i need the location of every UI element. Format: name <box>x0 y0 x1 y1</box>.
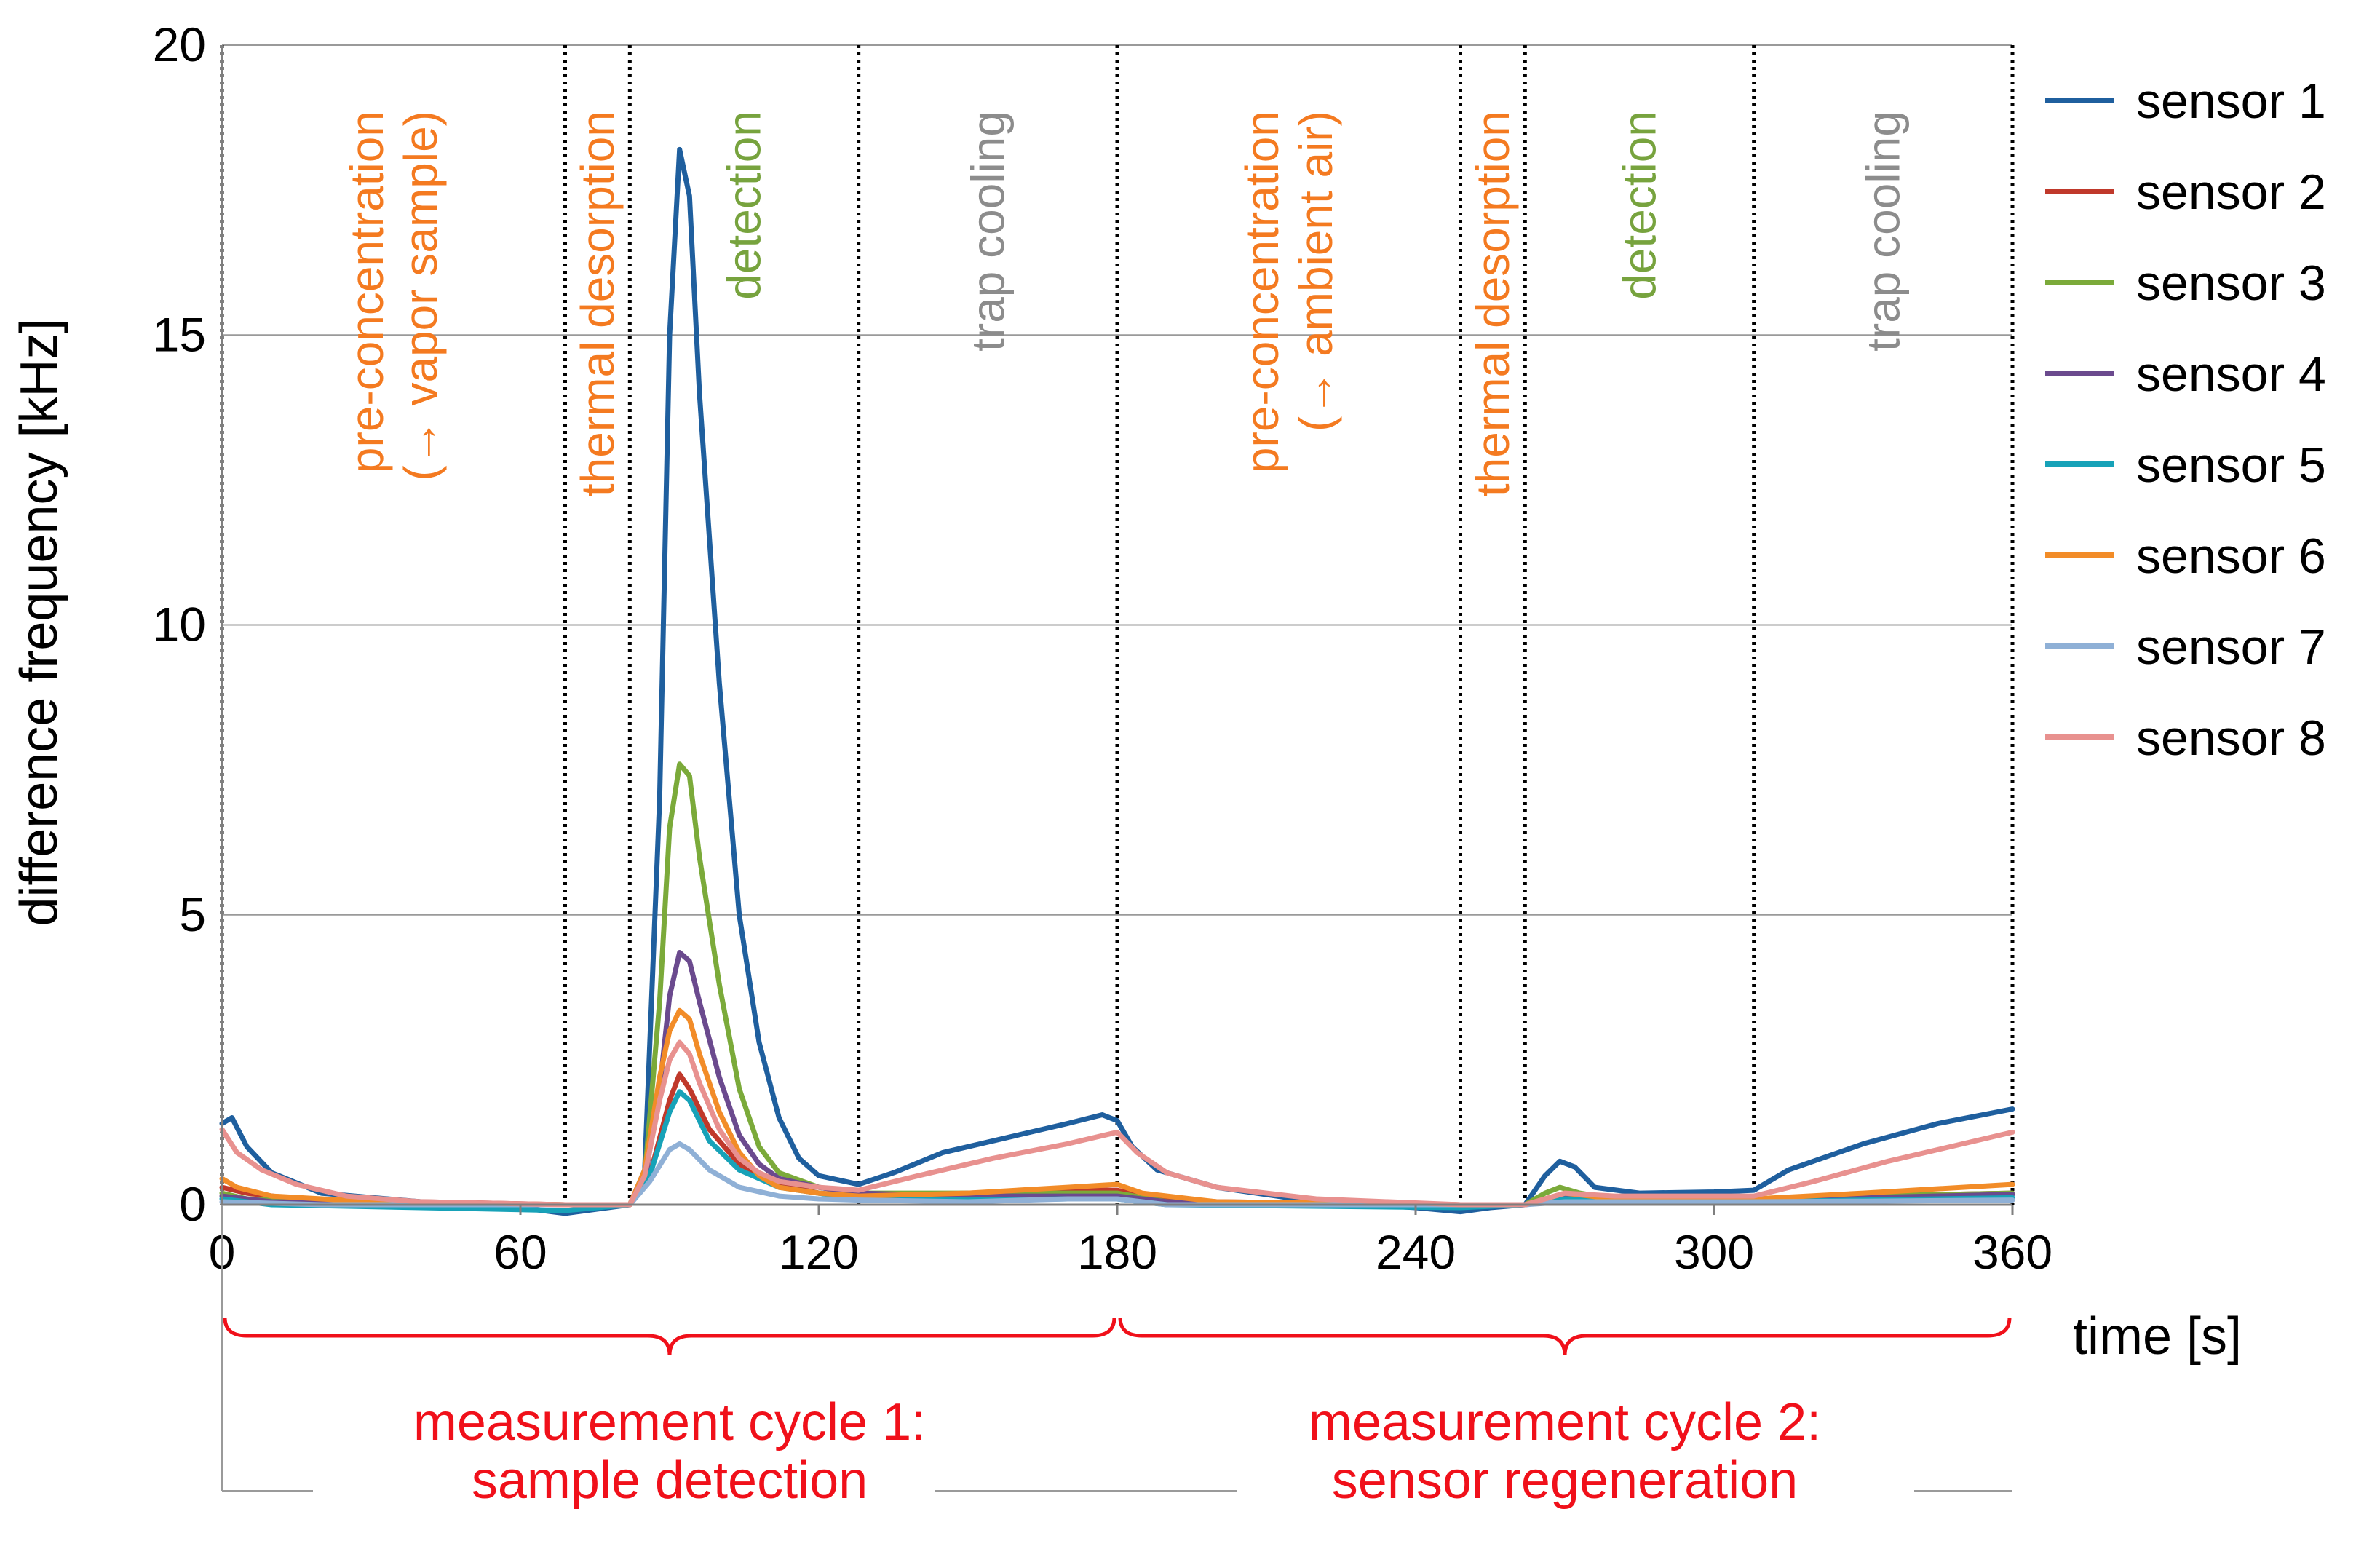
y-tick-label: 20 <box>153 17 206 71</box>
legend-label-sensor-5: sensor 5 <box>2136 437 2326 493</box>
legend-label-sensor-2: sensor 2 <box>2136 165 2326 220</box>
legend: sensor 1 sensor 2 sensor 3 sensor 4 sensor 5… <box>2045 74 2326 766</box>
y-tick-label: 0 <box>179 1177 206 1231</box>
phase-label: trap cooling <box>961 111 1014 352</box>
phase-label-line: detection <box>1614 111 1666 300</box>
phase-label: pre-concentration (→ ambient air) <box>1236 111 1342 473</box>
phase-label-line: pre-concentration <box>1236 111 1288 473</box>
legend-label-sensor-1: sensor 1 <box>2136 74 2326 129</box>
x-tick-label: 300 <box>1674 1225 1754 1279</box>
x-tick-label: 240 <box>1376 1225 1456 1279</box>
phase-labels: pre-concentration (→ vapor sample) thermal… <box>341 111 1910 496</box>
y-axis-label: difference frequency [kHz] <box>10 318 68 926</box>
phase-label-line: (→ ambient air) <box>1290 111 1342 432</box>
phase-label: detection <box>1614 111 1666 300</box>
legend-label-sensor-8: sensor 8 <box>2136 710 2326 766</box>
cycle-annotations: measurement cycle 1:sample detection meas… <box>221 1205 2012 1510</box>
phase-label-line: trap cooling <box>961 111 1014 352</box>
y-tick-label: 5 <box>179 887 206 941</box>
x-axis-label: time [s] <box>2073 1307 2242 1366</box>
phase-label: thermal desorption <box>1467 111 1519 496</box>
cycle-brace <box>1118 1317 2012 1356</box>
legend-label-sensor-6: sensor 6 <box>2136 528 2326 584</box>
legend-label-sensor-4: sensor 4 <box>2136 346 2326 402</box>
cycle-label-line: sample detection <box>472 1451 868 1510</box>
cycle-label-line: measurement cycle 2: <box>1309 1393 1821 1451</box>
x-tick-label: 360 <box>1972 1225 2052 1279</box>
phase-label-line: detection <box>718 111 771 300</box>
x-tick-label: 120 <box>779 1225 859 1279</box>
legend-label-sensor-7: sensor 7 <box>2136 619 2326 675</box>
cycle-brace <box>223 1317 1116 1356</box>
phase-label-line: thermal desorption <box>571 111 624 496</box>
phase-label-line: (→ vapor sample) <box>394 111 447 481</box>
phase-label: trap cooling <box>1857 111 1909 352</box>
y-tick-label: 15 <box>153 307 206 361</box>
phase-label: pre-concentration (→ vapor sample) <box>341 111 447 481</box>
cycle-label-line: measurement cycle 1: <box>413 1393 926 1451</box>
y-tick-label: 10 <box>153 598 206 651</box>
x-tick-label: 180 <box>1077 1225 1157 1279</box>
grid <box>222 44 2012 916</box>
phase-label-line: thermal desorption <box>1467 111 1519 496</box>
x-tick-label: 60 <box>493 1225 547 1279</box>
cycle-label-line: sensor regeneration <box>1332 1451 1798 1510</box>
legend-label-sensor-3: sensor 3 <box>2136 255 2326 311</box>
phase-label: thermal desorption <box>571 111 624 496</box>
phase-label: detection <box>718 111 771 300</box>
phase-label-line: trap cooling <box>1857 111 1909 352</box>
phase-label-line: pre-concentration <box>341 111 393 473</box>
